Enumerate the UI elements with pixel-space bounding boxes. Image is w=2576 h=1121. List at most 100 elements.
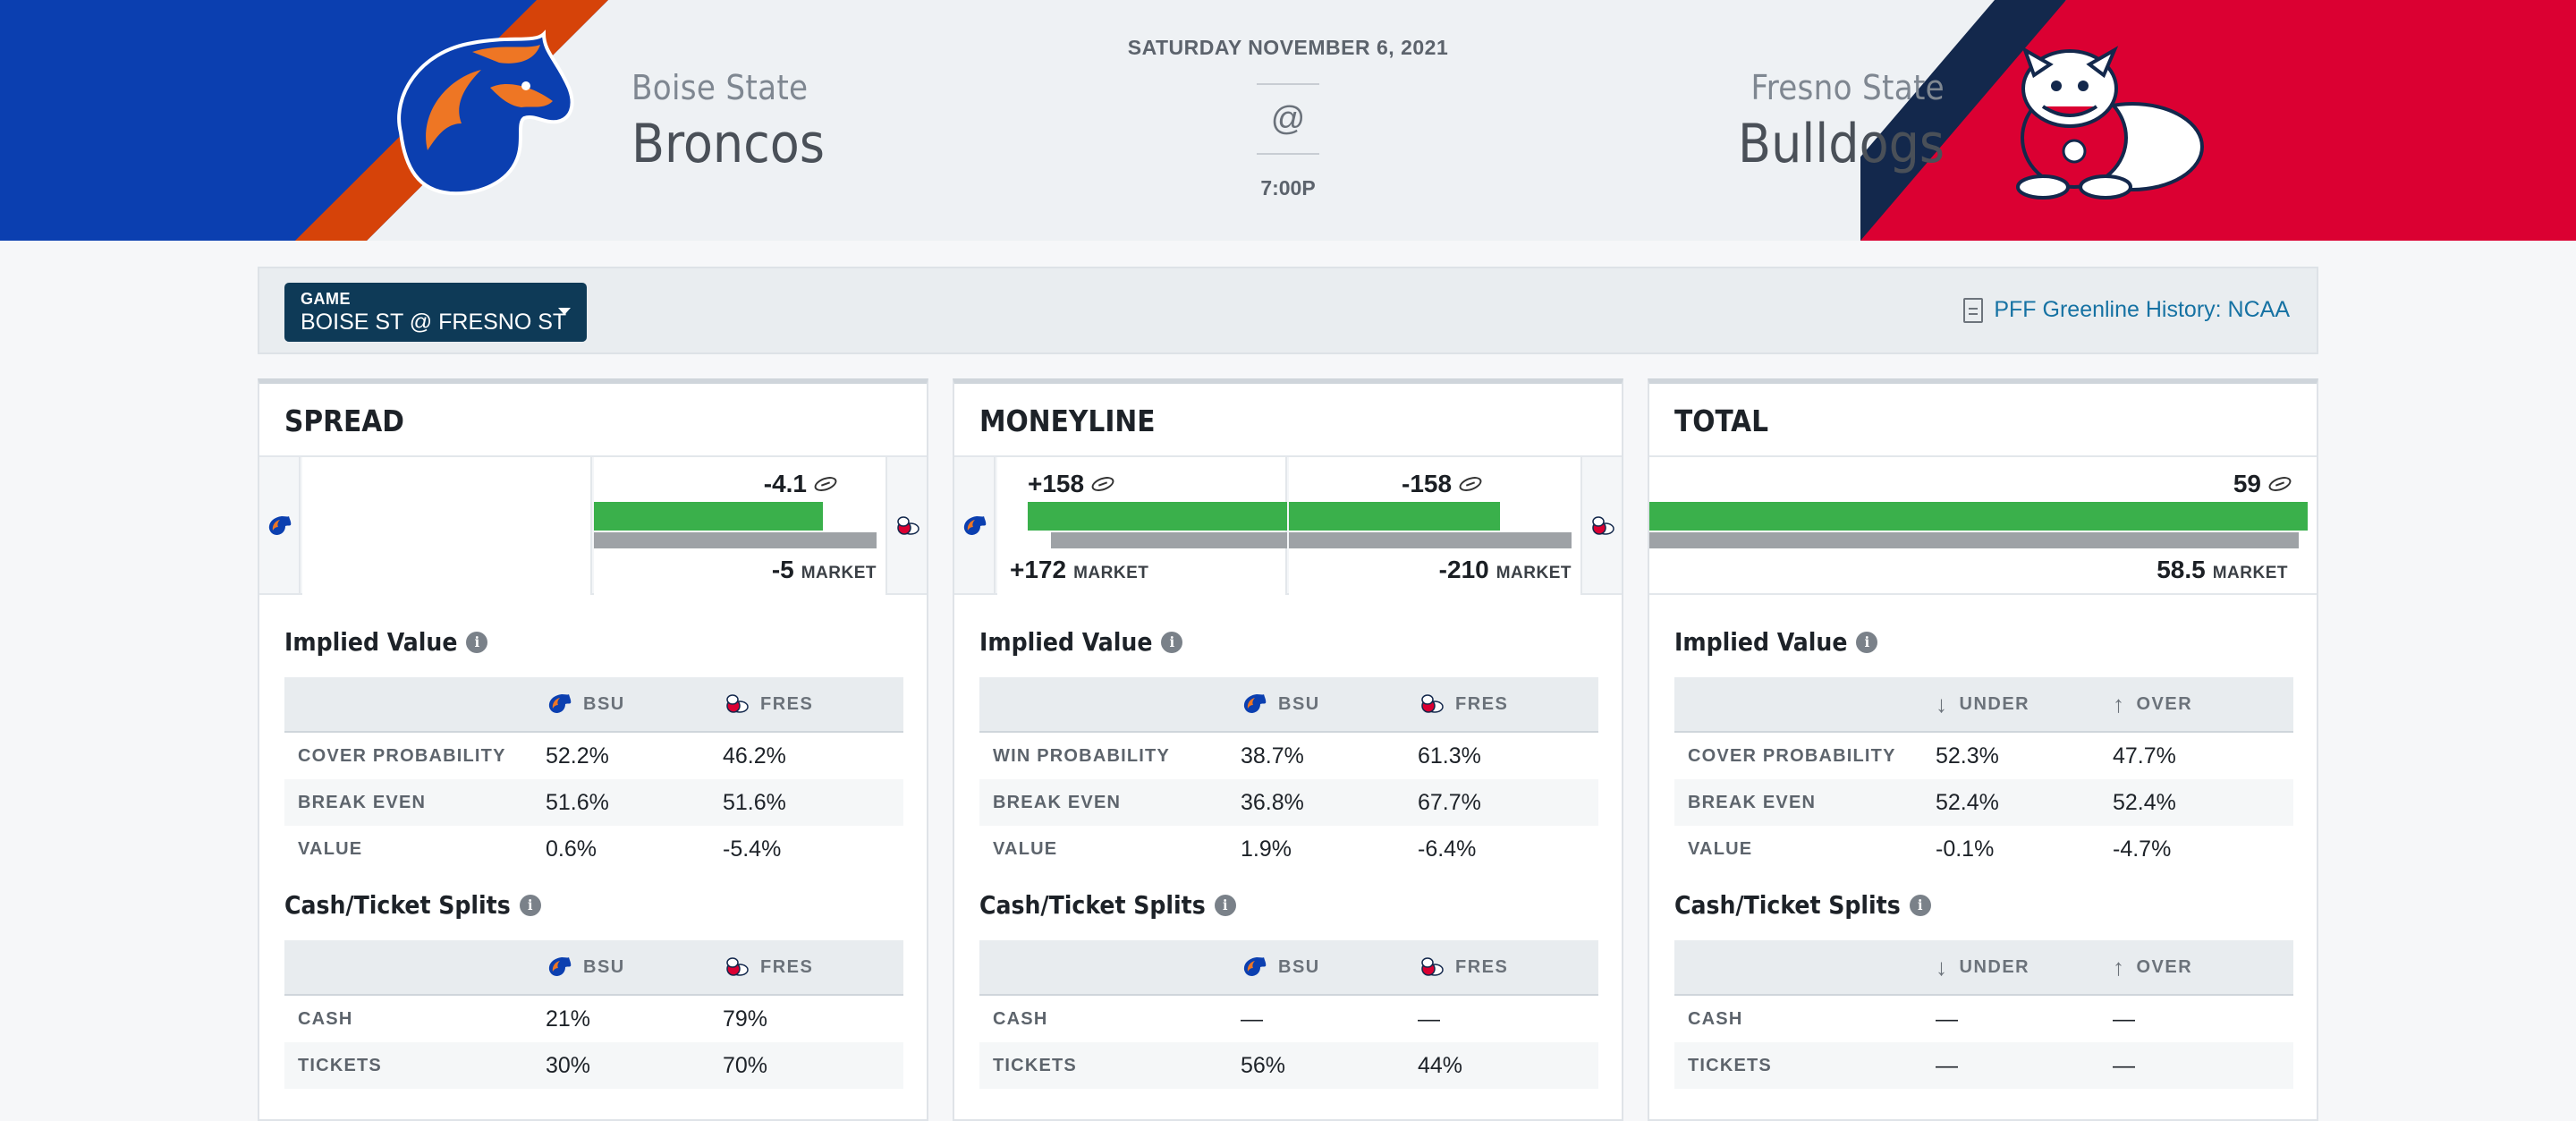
spread-splits-table: BSU FRES CASH 21% 79% TICKETS 30% 70% xyxy=(284,940,903,1089)
table-row: CASH — — xyxy=(1674,996,2293,1042)
bronco-logo-icon xyxy=(1243,957,1267,976)
bulldog-logo-icon xyxy=(897,516,919,535)
row-value-away: 52.2% xyxy=(546,743,609,769)
table-row: BREAK EVEN 51.6% 51.6% xyxy=(284,779,903,826)
moneyline-splits-heading-text: Cash/Ticket Splits xyxy=(979,890,1206,920)
col-header-over: ↑ OVER xyxy=(2113,954,2290,981)
spread-home-half: -4.1 -5 MARKET xyxy=(594,457,887,595)
total-implied-heading-text: Implied Value xyxy=(1674,627,1848,657)
spread-greenline-value: -4.1 xyxy=(763,470,839,498)
home-team-name: Fresno State Bulldogs xyxy=(1738,68,1945,175)
game-select-value: BOISE ST @ FRESNO ST xyxy=(301,310,567,335)
row-label: VALUE xyxy=(993,838,1058,859)
info-icon[interactable]: i xyxy=(1909,894,1931,916)
game-select-label: GAME xyxy=(301,290,351,308)
moneyline-away-greenline: +158 xyxy=(1028,470,1116,498)
col-header-home: FRES xyxy=(1418,692,1595,716)
spread-greenline-text: -4.1 xyxy=(763,470,807,497)
row-value-over: 52.4% xyxy=(2113,789,2176,815)
spread-implied-table: BSU FRES COVER PROBABILITY 52.2% 46.2% BRE… xyxy=(284,677,903,872)
info-icon[interactable]: i xyxy=(1161,631,1183,653)
row-value-home: -6.4% xyxy=(1418,836,1477,862)
row-label: TICKETS xyxy=(1688,1055,1772,1075)
spread-market-value: -5 MARKET xyxy=(772,556,877,584)
home-team-city: Fresno State xyxy=(1750,68,1945,107)
row-value-away: 38.7% xyxy=(1241,743,1304,769)
game-time: 7:00P xyxy=(1260,176,1316,200)
row-value-home: 51.6% xyxy=(723,789,786,815)
row-label: BREAK EVEN xyxy=(993,792,1122,812)
spread-title: SPREAD xyxy=(259,384,927,457)
row-value-home: 67.7% xyxy=(1418,789,1481,815)
col-header-label: UNDER xyxy=(1959,693,2030,714)
moneyline-implied-table: BSU FRES WIN PROBABILITY 38.7% 61.3% BREAK… xyxy=(979,677,1598,872)
total-market-text: 58.5 xyxy=(2157,556,2206,583)
col-header-away: BSU xyxy=(546,692,723,716)
row-value-away: 56% xyxy=(1241,1052,1286,1078)
game-header: Boise State Broncos SATURDAY NOVEMBER 6,… xyxy=(0,0,2576,241)
home-team-mascot: Bulldogs xyxy=(1738,113,1945,175)
row-value-away: 1.9% xyxy=(1241,836,1292,862)
row-value-away: — xyxy=(1241,1006,1263,1032)
spread-implied-heading-text: Implied Value xyxy=(284,627,458,657)
bulldog-logo-icon xyxy=(726,694,749,713)
row-value-under: 52.4% xyxy=(1936,789,1999,815)
bronco-logo-icon xyxy=(548,694,572,713)
greenline-history-link[interactable]: PFF Greenline History: NCAA xyxy=(1963,297,2290,323)
table-header: BSU FRES xyxy=(284,677,903,733)
bronco-logo-icon xyxy=(963,516,987,535)
total-greenline-value: 59 xyxy=(2233,470,2293,498)
spread-market-label: MARKET xyxy=(801,564,877,582)
row-value-home: 70% xyxy=(723,1052,768,1078)
total-implied-table: ↓ UNDER ↑ OVER COVER PROBABILITY 52.3% 47.7%… xyxy=(1674,677,2293,872)
col-header-home: FRES xyxy=(723,955,900,979)
spread-card: SPREAD -4.1 -5 MARKET Implied Value i xyxy=(258,378,928,1121)
home-team-banner xyxy=(1860,0,2576,241)
row-label: BREAK EVEN xyxy=(298,792,427,812)
info-icon[interactable]: i xyxy=(466,631,488,653)
table-header: BSU FRES xyxy=(979,677,1598,733)
spread-market-bars: -4.1 -5 MARKET xyxy=(259,457,927,595)
row-value-over: -4.7% xyxy=(2113,836,2172,862)
table-row: VALUE 1.9% -6.4% xyxy=(979,826,1598,872)
bronco-logo-icon xyxy=(1243,694,1267,713)
spread-splits-heading-text: Cash/Ticket Splits xyxy=(284,890,511,920)
arrow-down-icon: ↓ xyxy=(1936,690,1949,718)
away-team-banner xyxy=(0,0,608,241)
row-label: TICKETS xyxy=(298,1055,382,1075)
row-label: TICKETS xyxy=(993,1055,1077,1075)
bulldog-logo-icon xyxy=(1592,516,1614,535)
moneyline-away-market-bar xyxy=(1051,532,1287,548)
row-value-away: 30% xyxy=(546,1052,591,1078)
document-icon xyxy=(1963,297,1984,323)
bulldog-logo-icon xyxy=(726,957,749,976)
info-icon[interactable]: i xyxy=(519,894,541,916)
info-icon[interactable]: i xyxy=(1856,631,1878,653)
row-label: COVER PROBABILITY xyxy=(298,745,506,766)
total-market-bars: 59 58.5 MARKET xyxy=(1649,457,2317,595)
greenline-history-label: PFF Greenline History: NCAA xyxy=(1994,297,2290,322)
bulldog-logo-icon xyxy=(1421,957,1444,976)
total-title: TOTAL xyxy=(1649,384,2317,457)
game-select-dropdown[interactable]: GAME BOISE ST @ FRESNO ST xyxy=(284,283,587,342)
table-header: BSU FRES xyxy=(284,940,903,996)
arrow-up-icon: ↑ xyxy=(2113,690,2126,718)
total-market-label: MARKET xyxy=(2212,564,2288,582)
moneyline-home-market: -210 MARKET xyxy=(1439,556,1572,584)
football-icon xyxy=(1089,473,1116,495)
col-header-home: FRES xyxy=(1418,955,1595,979)
col-header-label: UNDER xyxy=(1959,956,2030,977)
at-symbol: @ xyxy=(1257,83,1319,155)
col-header-away: BSU xyxy=(1241,955,1418,979)
info-icon[interactable]: i xyxy=(1214,894,1236,916)
row-value-over: — xyxy=(2113,1052,2135,1078)
bulldog-logo-icon xyxy=(1421,694,1444,713)
spread-away-half xyxy=(302,457,592,595)
table-row: VALUE -0.1% -4.7% xyxy=(1674,826,2293,872)
col-header-away: BSU xyxy=(1241,692,1418,716)
table-header: ↓ UNDER ↑ OVER xyxy=(1674,677,2293,733)
row-value-under: — xyxy=(1936,1052,1958,1078)
row-value-home: — xyxy=(1418,1006,1440,1032)
row-label: CASH xyxy=(298,1008,353,1029)
row-value-over: — xyxy=(2113,1006,2135,1032)
